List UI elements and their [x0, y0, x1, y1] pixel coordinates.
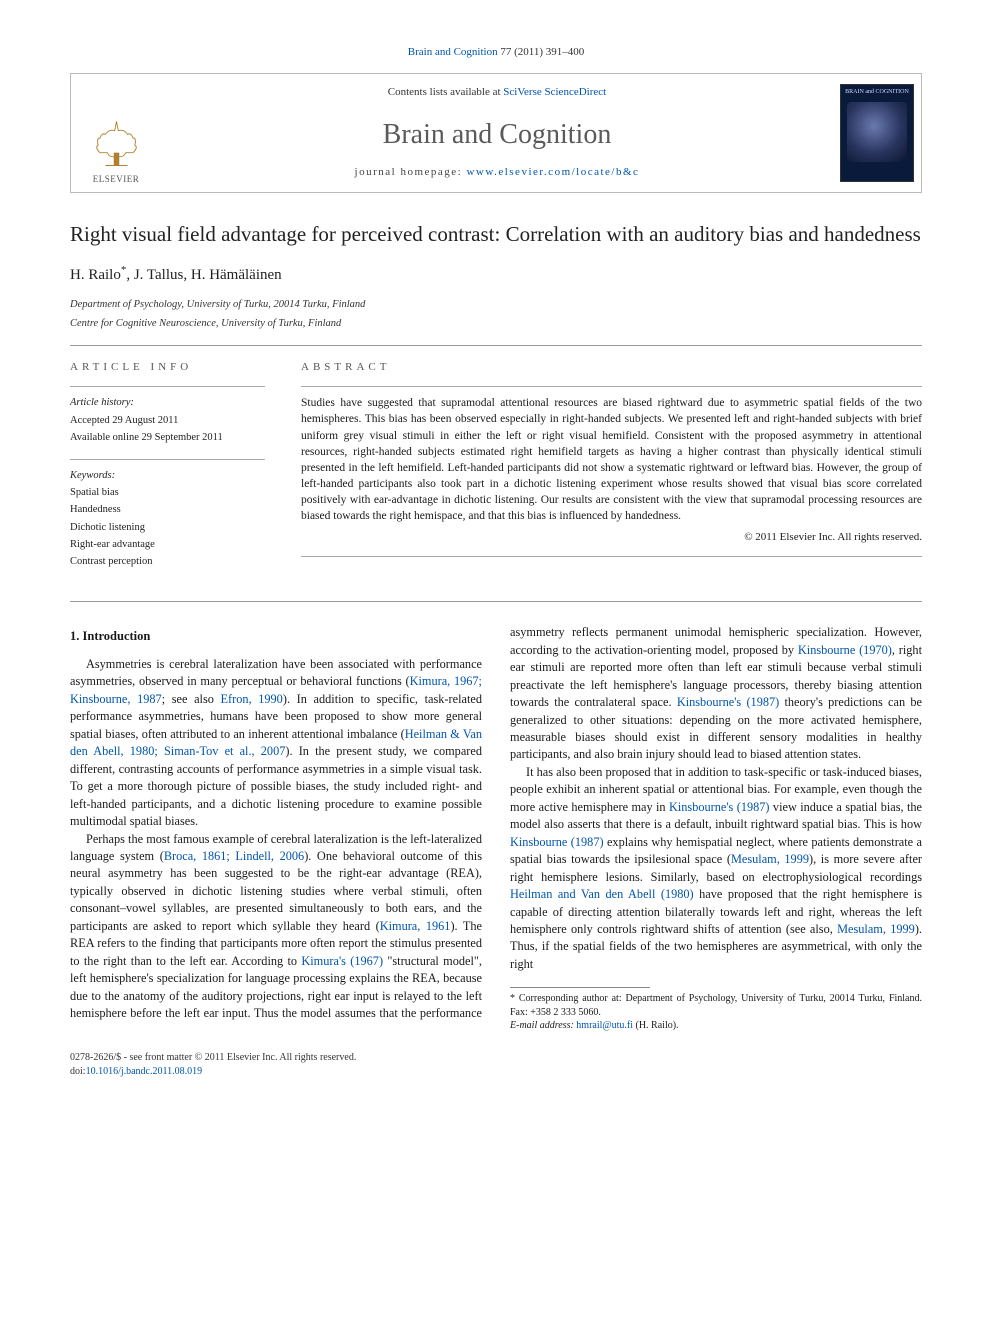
ref-link[interactable]: Kinsbourne's (1987): [669, 800, 770, 814]
keyword: Dichotic listening: [70, 520, 265, 535]
article-title: Right visual field advantage for perceiv…: [70, 221, 922, 247]
info-rule-1: [70, 386, 265, 387]
publisher-block: ELSEVIER: [71, 74, 161, 192]
meta-row: ARTICLE INFO Article history: Accepted 2…: [70, 360, 922, 583]
email-suffix: (H. Railo).: [633, 1020, 679, 1031]
email-label: E-mail address:: [510, 1020, 576, 1031]
footnote-rule: [510, 987, 650, 988]
keyword: Handedness: [70, 502, 265, 517]
keywords-block: Keywords: Spatial bias Handedness Dichot…: [70, 468, 265, 569]
cover-thumb-block: BRAIN and COGNITION: [833, 74, 921, 192]
article-info-heading: ARTICLE INFO: [70, 360, 265, 376]
accepted-date: Accepted 29 August 2011: [70, 413, 265, 428]
contents-prefix: Contents lists available at: [388, 86, 503, 98]
ref-link[interactable]: Kinsbourne's (1987): [677, 695, 779, 709]
abstract-copyright: © 2011 Elsevier Inc. All rights reserved…: [301, 530, 922, 546]
journal-title: Brain and Cognition: [383, 115, 612, 156]
intro-para-1: Asymmetries is cerebral lateralization h…: [70, 656, 482, 831]
abstract-heading: ABSTRACT: [301, 360, 922, 376]
ref-link[interactable]: Kinsbourne (1987): [510, 835, 604, 849]
section-1-heading: 1. Introduction: [70, 628, 482, 646]
email-line: E-mail address: hmrail@utu.fi (H. Railo)…: [510, 1019, 922, 1033]
page-footer: 0278-2626/$ - see front matter © 2011 El…: [70, 1051, 922, 1080]
authors-rest: , J. Tallus, H. Hämäläinen: [126, 267, 281, 283]
masthead-center: Contents lists available at SciVerse Sci…: [161, 74, 833, 192]
journal-cover-thumbnail: BRAIN and COGNITION: [840, 84, 914, 182]
homepage-line: journal homepage: www.elsevier.com/locat…: [355, 165, 640, 181]
history-label: Article history:: [70, 395, 265, 410]
sciencedirect-link[interactable]: SciVerse ScienceDirect: [503, 86, 606, 98]
p1b: ; see also: [162, 692, 221, 706]
author-list: H. Railo*, J. Tallus, H. Hämäläinen: [70, 263, 922, 287]
affiliation-2: Centre for Cognitive Neuroscience, Unive…: [70, 316, 922, 331]
header-citation: Brain and Cognition 77 (2011) 391–400: [70, 45, 922, 61]
contents-line: Contents lists available at SciVerse Sci…: [388, 85, 606, 101]
homepage-link[interactable]: www.elsevier.com/locate/b&c: [466, 166, 639, 178]
ref-link[interactable]: Mesulam, 1999: [731, 852, 809, 866]
masthead: ELSEVIER Contents lists available at Sci…: [70, 73, 922, 193]
abstract-rule-bottom: [301, 556, 922, 557]
ref-link[interactable]: Kimura's (1967): [301, 954, 383, 968]
elsevier-tree-icon: [89, 116, 144, 171]
keywords-label: Keywords:: [70, 468, 265, 483]
affiliation-1: Department of Psychology, University of …: [70, 297, 922, 312]
divider-body: [70, 601, 922, 602]
divider-top: [70, 345, 922, 346]
author-email-link[interactable]: hmrail@utu.fi: [576, 1020, 633, 1031]
doi-link[interactable]: 10.1016/j.bandc.2011.08.019: [86, 1066, 203, 1077]
ref-link[interactable]: Heilman and Van den Abell (1980): [510, 887, 694, 901]
keyword: Contrast perception: [70, 554, 265, 569]
citation-volpages: 77 (2011) 391–400: [498, 46, 585, 58]
abstract-text: Studies have suggested that supramodal a…: [301, 395, 922, 524]
citation-journal-link[interactable]: Brain and Cognition: [408, 46, 498, 58]
ref-link[interactable]: Efron, 1990: [221, 692, 283, 706]
ref-link[interactable]: Broca, 1861; Lindell, 2006: [164, 849, 304, 863]
abstract-block: ABSTRACT Studies have suggested that sup…: [301, 360, 922, 583]
intro-para-3: It has also been proposed that in additi…: [510, 764, 922, 973]
ref-link[interactable]: Kimura, 1961: [380, 919, 451, 933]
publisher-name: ELSEVIER: [93, 173, 140, 186]
corresponding-author-note: * Corresponding author at: Department of…: [510, 992, 922, 1019]
author-1: H. Railo: [70, 267, 121, 283]
footnotes: * Corresponding author at: Department of…: [510, 992, 922, 1033]
keyword: Right-ear advantage: [70, 537, 265, 552]
article-info-block: ARTICLE INFO Article history: Accepted 2…: [70, 360, 265, 583]
abstract-rule: [301, 386, 922, 387]
ref-link[interactable]: Mesulam, 1999: [837, 922, 915, 936]
doi-prefix: doi:: [70, 1066, 86, 1077]
body-two-column: 1. Introduction Asymmetries is cerebral …: [70, 624, 922, 1033]
keyword: Spatial bias: [70, 485, 265, 500]
doi-line: doi:10.1016/j.bandc.2011.08.019: [70, 1065, 922, 1080]
issn-line: 0278-2626/$ - see front matter © 2011 El…: [70, 1051, 922, 1066]
info-rule-2: [70, 459, 265, 460]
online-date: Available online 29 September 2011: [70, 430, 265, 445]
cover-thumb-image: [847, 102, 907, 162]
homepage-prefix: journal homepage:: [355, 166, 467, 178]
ref-link[interactable]: Kinsbourne (1970): [798, 643, 892, 657]
cover-thumb-title: BRAIN and COGNITION: [845, 89, 909, 96]
history-block: Article history: Accepted 29 August 2011…: [70, 395, 265, 445]
